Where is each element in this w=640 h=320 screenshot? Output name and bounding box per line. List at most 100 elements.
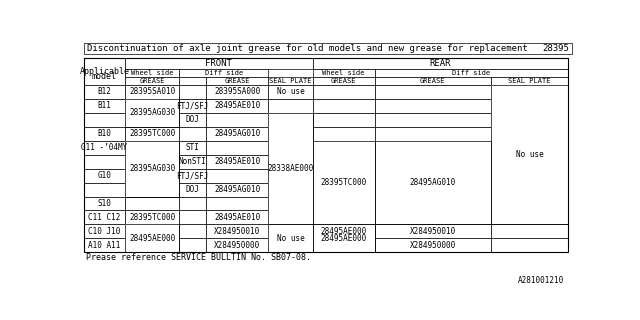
Text: Diff side: Diff side <box>452 70 490 76</box>
Bar <box>206 84 268 99</box>
Bar <box>84 225 125 238</box>
Bar <box>268 84 312 99</box>
Text: STI: STI <box>186 143 200 152</box>
Bar <box>374 77 491 84</box>
Bar <box>374 99 491 113</box>
Bar <box>206 196 268 211</box>
Bar <box>125 225 179 238</box>
Bar <box>268 196 312 211</box>
Bar <box>312 155 374 169</box>
Bar <box>125 182 179 196</box>
Bar <box>491 84 568 99</box>
Text: 28395SA010: 28395SA010 <box>129 87 175 96</box>
Text: X284950010: X284950010 <box>214 227 260 236</box>
Bar <box>206 182 268 196</box>
Bar <box>374 140 491 155</box>
Text: 28495AG010: 28495AG010 <box>214 185 260 194</box>
Bar <box>125 99 179 113</box>
Text: G11 -’04MY: G11 -’04MY <box>81 143 127 152</box>
Bar <box>206 113 268 127</box>
Bar <box>268 238 312 252</box>
Bar <box>125 69 179 77</box>
Bar <box>491 84 568 225</box>
Text: No use: No use <box>516 150 543 159</box>
Bar <box>125 225 179 252</box>
Bar <box>374 69 568 77</box>
Bar <box>125 77 179 84</box>
Bar <box>268 113 312 127</box>
Bar <box>84 238 125 252</box>
Bar <box>125 155 179 169</box>
Bar <box>206 99 268 113</box>
Text: 28495AE000: 28495AE000 <box>129 234 175 243</box>
Bar <box>206 238 268 252</box>
Bar <box>268 169 312 182</box>
Bar <box>374 140 491 225</box>
Text: G10: G10 <box>97 171 111 180</box>
Bar <box>125 113 179 127</box>
Text: 28495AE010: 28495AE010 <box>214 157 260 166</box>
Bar <box>491 140 568 155</box>
Bar <box>268 140 312 155</box>
Text: 28395SA000: 28395SA000 <box>214 87 260 96</box>
Bar <box>374 127 491 140</box>
Bar <box>491 169 568 182</box>
Text: X284950010: X284950010 <box>410 227 456 236</box>
Bar <box>268 225 312 252</box>
Bar <box>125 140 179 196</box>
Bar <box>374 140 491 225</box>
Bar <box>125 225 179 252</box>
Text: 28395TC000: 28395TC000 <box>129 213 175 222</box>
Text: 28395AG030: 28395AG030 <box>129 164 175 173</box>
Bar <box>491 99 568 113</box>
Bar <box>179 182 206 196</box>
Text: NonSTI: NonSTI <box>179 157 207 166</box>
Bar <box>84 140 125 155</box>
Text: DOJ: DOJ <box>186 115 200 124</box>
Text: 28395TC000: 28395TC000 <box>321 178 367 187</box>
Bar <box>268 99 312 113</box>
Bar <box>374 238 491 252</box>
Text: C11 C12: C11 C12 <box>88 213 120 222</box>
Bar <box>312 238 374 252</box>
Bar <box>125 140 179 155</box>
Text: No use: No use <box>276 87 304 96</box>
Text: B11: B11 <box>97 101 111 110</box>
Bar <box>312 84 374 99</box>
Bar <box>125 127 179 140</box>
Bar <box>312 169 374 182</box>
Text: FTJ/SFJ: FTJ/SFJ <box>177 171 209 180</box>
Bar <box>268 225 312 252</box>
Bar <box>312 140 374 225</box>
Bar <box>268 155 312 169</box>
Bar <box>491 225 568 238</box>
Bar <box>84 99 125 113</box>
Bar <box>491 182 568 196</box>
Text: Wheel side: Wheel side <box>323 70 365 76</box>
Bar <box>374 196 491 211</box>
Text: 28495AE010: 28495AE010 <box>214 213 260 222</box>
Bar <box>374 169 491 182</box>
Text: A10 A11: A10 A11 <box>88 241 120 250</box>
Text: DOJ: DOJ <box>186 185 200 194</box>
Bar <box>491 196 568 211</box>
Bar <box>84 59 568 252</box>
Bar <box>179 69 268 77</box>
Text: Applicable: Applicable <box>79 67 129 76</box>
Text: GREASE: GREASE <box>420 78 445 84</box>
Text: A281001210: A281001210 <box>518 276 564 285</box>
Bar <box>312 140 374 155</box>
Bar <box>125 169 179 182</box>
Bar <box>491 238 568 252</box>
Bar <box>491 84 568 225</box>
Text: 28395TC000: 28395TC000 <box>129 129 175 138</box>
Text: 28495AE010: 28495AE010 <box>214 101 260 110</box>
Bar <box>491 77 568 84</box>
Bar <box>179 84 206 99</box>
Bar <box>84 84 125 99</box>
Text: FTJ/SFJ: FTJ/SFJ <box>177 101 209 110</box>
Bar <box>84 113 125 127</box>
Bar <box>179 225 206 238</box>
Bar <box>491 155 568 169</box>
Bar <box>312 211 374 225</box>
